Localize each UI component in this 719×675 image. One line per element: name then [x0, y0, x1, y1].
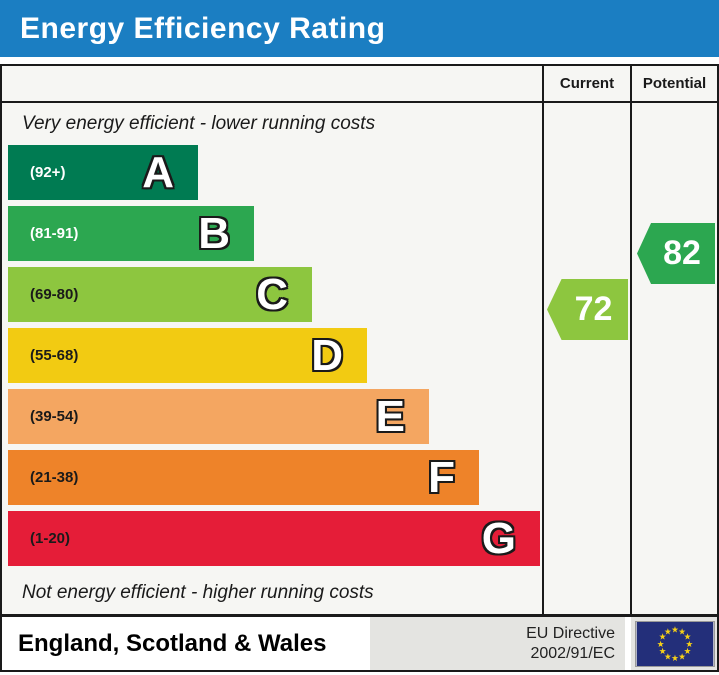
- band-row-c: (69-80) C: [8, 267, 312, 322]
- band-row-g: (1-20) G: [8, 511, 540, 566]
- rating-table: Current Potential Very energy efficient …: [0, 64, 719, 672]
- svg-text:★: ★: [659, 647, 667, 657]
- svg-text:★: ★: [685, 639, 693, 649]
- svg-text:★: ★: [671, 654, 679, 664]
- band-range-label: (39-54): [30, 408, 79, 425]
- potential-column: 82: [630, 103, 717, 614]
- current-rating-value: 72: [574, 290, 613, 328]
- svg-text:★: ★: [671, 625, 679, 635]
- band-range-label: (69-80): [30, 286, 79, 303]
- header-spacer: [2, 66, 542, 101]
- title-bar: Energy Efficiency Rating: [0, 0, 719, 57]
- page-title: Energy Efficiency Rating: [20, 11, 386, 45]
- table-body-row: Very energy efficient - lower running co…: [2, 103, 717, 617]
- band-letter: D: [311, 330, 343, 380]
- footer-region-cell: England, Scotland & Wales: [2, 617, 370, 670]
- svg-text:★: ★: [659, 632, 667, 642]
- svg-text:★: ★: [664, 652, 672, 662]
- potential-column-header: Potential: [630, 66, 717, 101]
- potential-rating-value: 82: [663, 234, 701, 272]
- region-label: England, Scotland & Wales: [18, 629, 327, 657]
- eu-directive-label: EU Directive 2002/91/EC: [526, 624, 625, 664]
- bands-panel: Very energy efficient - lower running co…: [2, 103, 542, 614]
- band-range-label: (92+): [30, 164, 66, 181]
- band-row-e: (39-54) E: [8, 389, 429, 444]
- band-row-f: (21-38) F: [8, 450, 479, 505]
- eu-directive-line2: 2002/91/EC: [530, 644, 615, 662]
- band-range-label: (1-20): [30, 530, 71, 547]
- svg-text:★: ★: [684, 632, 692, 642]
- band-letter: E: [375, 391, 405, 441]
- potential-rating-arrow: 82: [637, 223, 715, 284]
- svg-text:★: ★: [684, 647, 692, 657]
- svg-text:★: ★: [678, 652, 686, 662]
- rating-bands: (92+) A (81-91) B (69-80) C (55-68) D: [8, 145, 542, 566]
- table-footer-row: England, Scotland & Wales EU Directive 2…: [2, 617, 717, 670]
- band-letter: A: [142, 147, 174, 197]
- top-caption: Very energy efficient - lower running co…: [22, 113, 376, 134]
- band-range-label: (55-68): [30, 347, 79, 364]
- table-header-row: Current Potential: [2, 66, 717, 103]
- band-range-label: (81-91): [30, 225, 79, 242]
- flag-divider: [625, 617, 631, 670]
- current-column: 72: [542, 103, 630, 614]
- band-row-d: (55-68) D: [8, 328, 367, 383]
- band-letter: G: [481, 513, 516, 563]
- footer-directive-cell: EU Directive 2002/91/EC ★ ★ ★ ★ ★ ★: [370, 617, 717, 670]
- bottom-caption: Not energy efficient - higher running co…: [22, 582, 374, 603]
- current-rating-arrow: 72: [547, 279, 628, 340]
- eu-flag-icon: ★ ★ ★ ★ ★ ★ ★ ★ ★ ★ ★ ★: [635, 620, 715, 667]
- band-range-label: (21-38): [30, 469, 79, 486]
- eu-directive-line1: EU Directive: [526, 624, 615, 642]
- eu-flag-wrap: ★ ★ ★ ★ ★ ★ ★ ★ ★ ★ ★ ★: [631, 617, 717, 670]
- current-column-header: Current: [542, 66, 630, 101]
- band-letter: B: [198, 208, 230, 258]
- band-row-b: (81-91) B: [8, 206, 254, 261]
- svg-text:★: ★: [664, 627, 672, 637]
- svg-text:★: ★: [657, 639, 665, 649]
- band-letter: C: [256, 269, 288, 319]
- band-letter: F: [428, 452, 455, 502]
- band-row-a: (92+) A: [8, 145, 198, 200]
- svg-text:★: ★: [678, 627, 686, 637]
